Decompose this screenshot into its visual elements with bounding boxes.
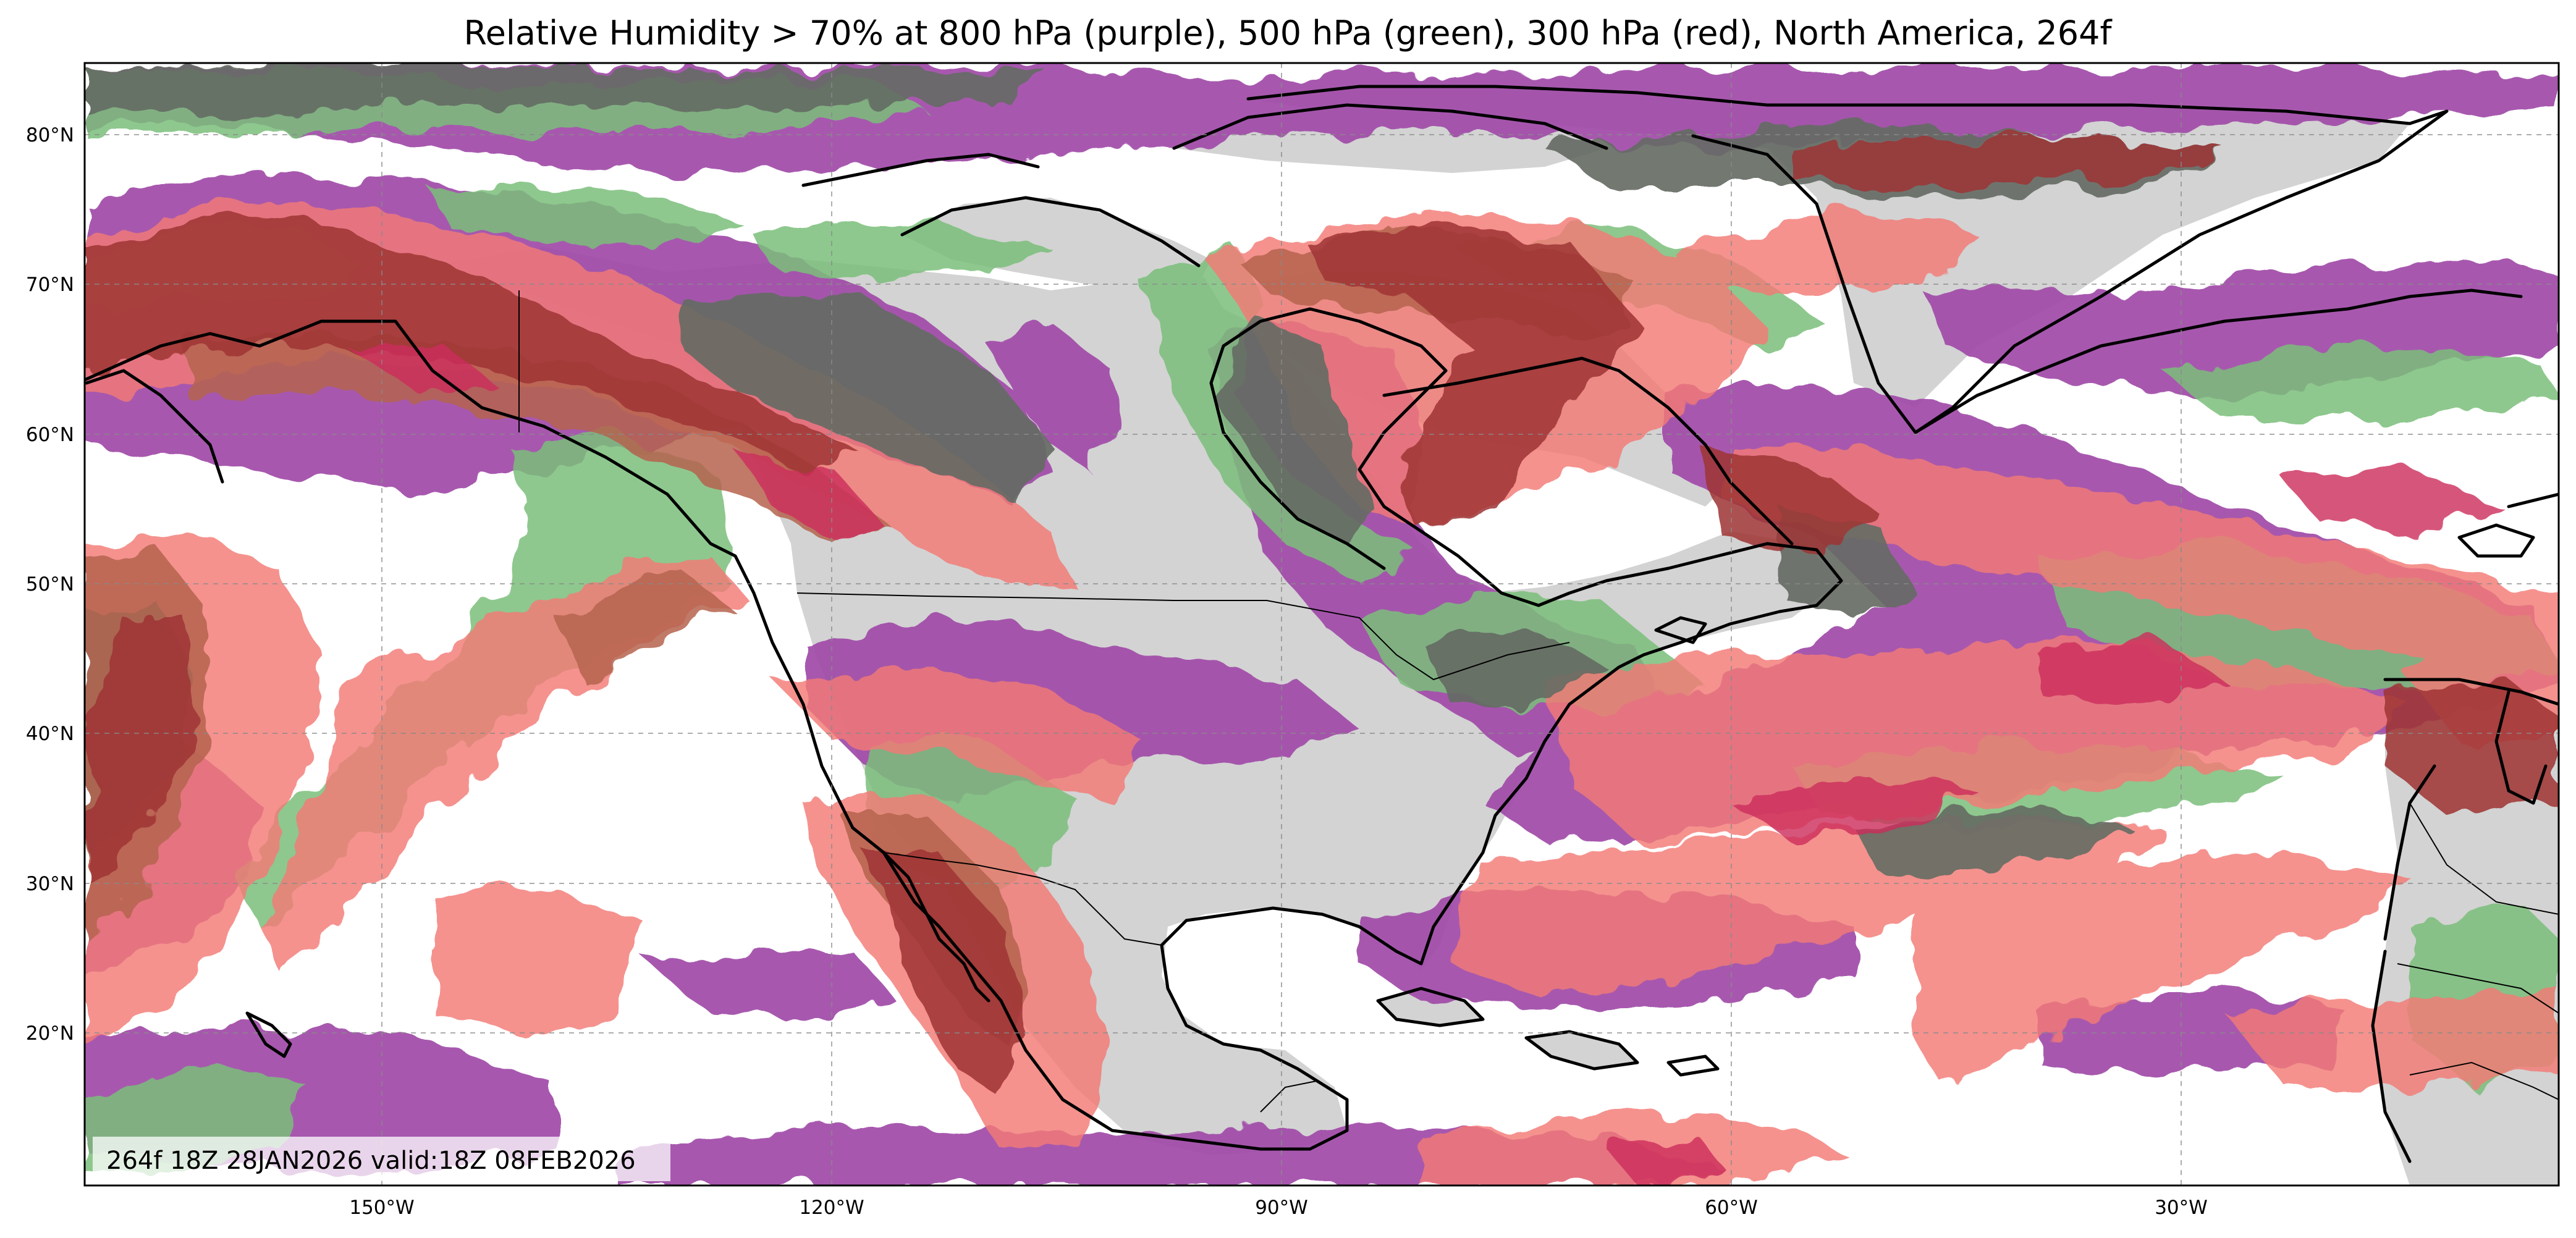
lat-label: 60°N — [26, 424, 74, 446]
lat-label: 30°N — [26, 873, 74, 895]
lon-label: 30°W — [2155, 1197, 2208, 1219]
latitude-labels: 80°N 70°N 60°N 50°N 40°N 30°N 20°N — [26, 124, 74, 1045]
lon-label: 60°W — [1705, 1197, 1758, 1219]
valid-time-label: 264f 18Z 28JAN2026 valid:18Z 08FEB2026 — [106, 1147, 636, 1175]
lon-label: 120°W — [799, 1197, 864, 1219]
lat-label: 70°N — [26, 274, 74, 296]
lon-label: 90°W — [1255, 1197, 1308, 1219]
rh-overlap-darkred — [85, 136, 2559, 1100]
coastlines — [85, 85, 2559, 1163]
longitude-labels: 150°W 120°W 90°W 60°W 30°W — [349, 1197, 2207, 1219]
graticule — [85, 63, 2559, 1185]
lat-label: 20°N — [26, 1022, 74, 1045]
map-title: Relative Humidity > 70% at 800 hPa (purp… — [464, 14, 2113, 53]
lat-label: 40°N — [26, 723, 74, 745]
info-box-background — [93, 1137, 670, 1181]
humidity-overlay — [85, 65, 2559, 1185]
rh-overlap-crimson — [346, 346, 2502, 1185]
lat-label: 80°N — [26, 124, 74, 146]
info-box: 264f 18Z 28JAN2026 valid:18Z 08FEB2026 — [93, 1137, 670, 1181]
lon-label: 150°W — [349, 1197, 414, 1219]
map-panel: 264f 18Z 28JAN2026 valid:18Z 08FEB2026 — [85, 63, 2559, 1185]
map-frame — [83, 62, 2560, 1187]
lat-label: 50°N — [26, 573, 74, 596]
